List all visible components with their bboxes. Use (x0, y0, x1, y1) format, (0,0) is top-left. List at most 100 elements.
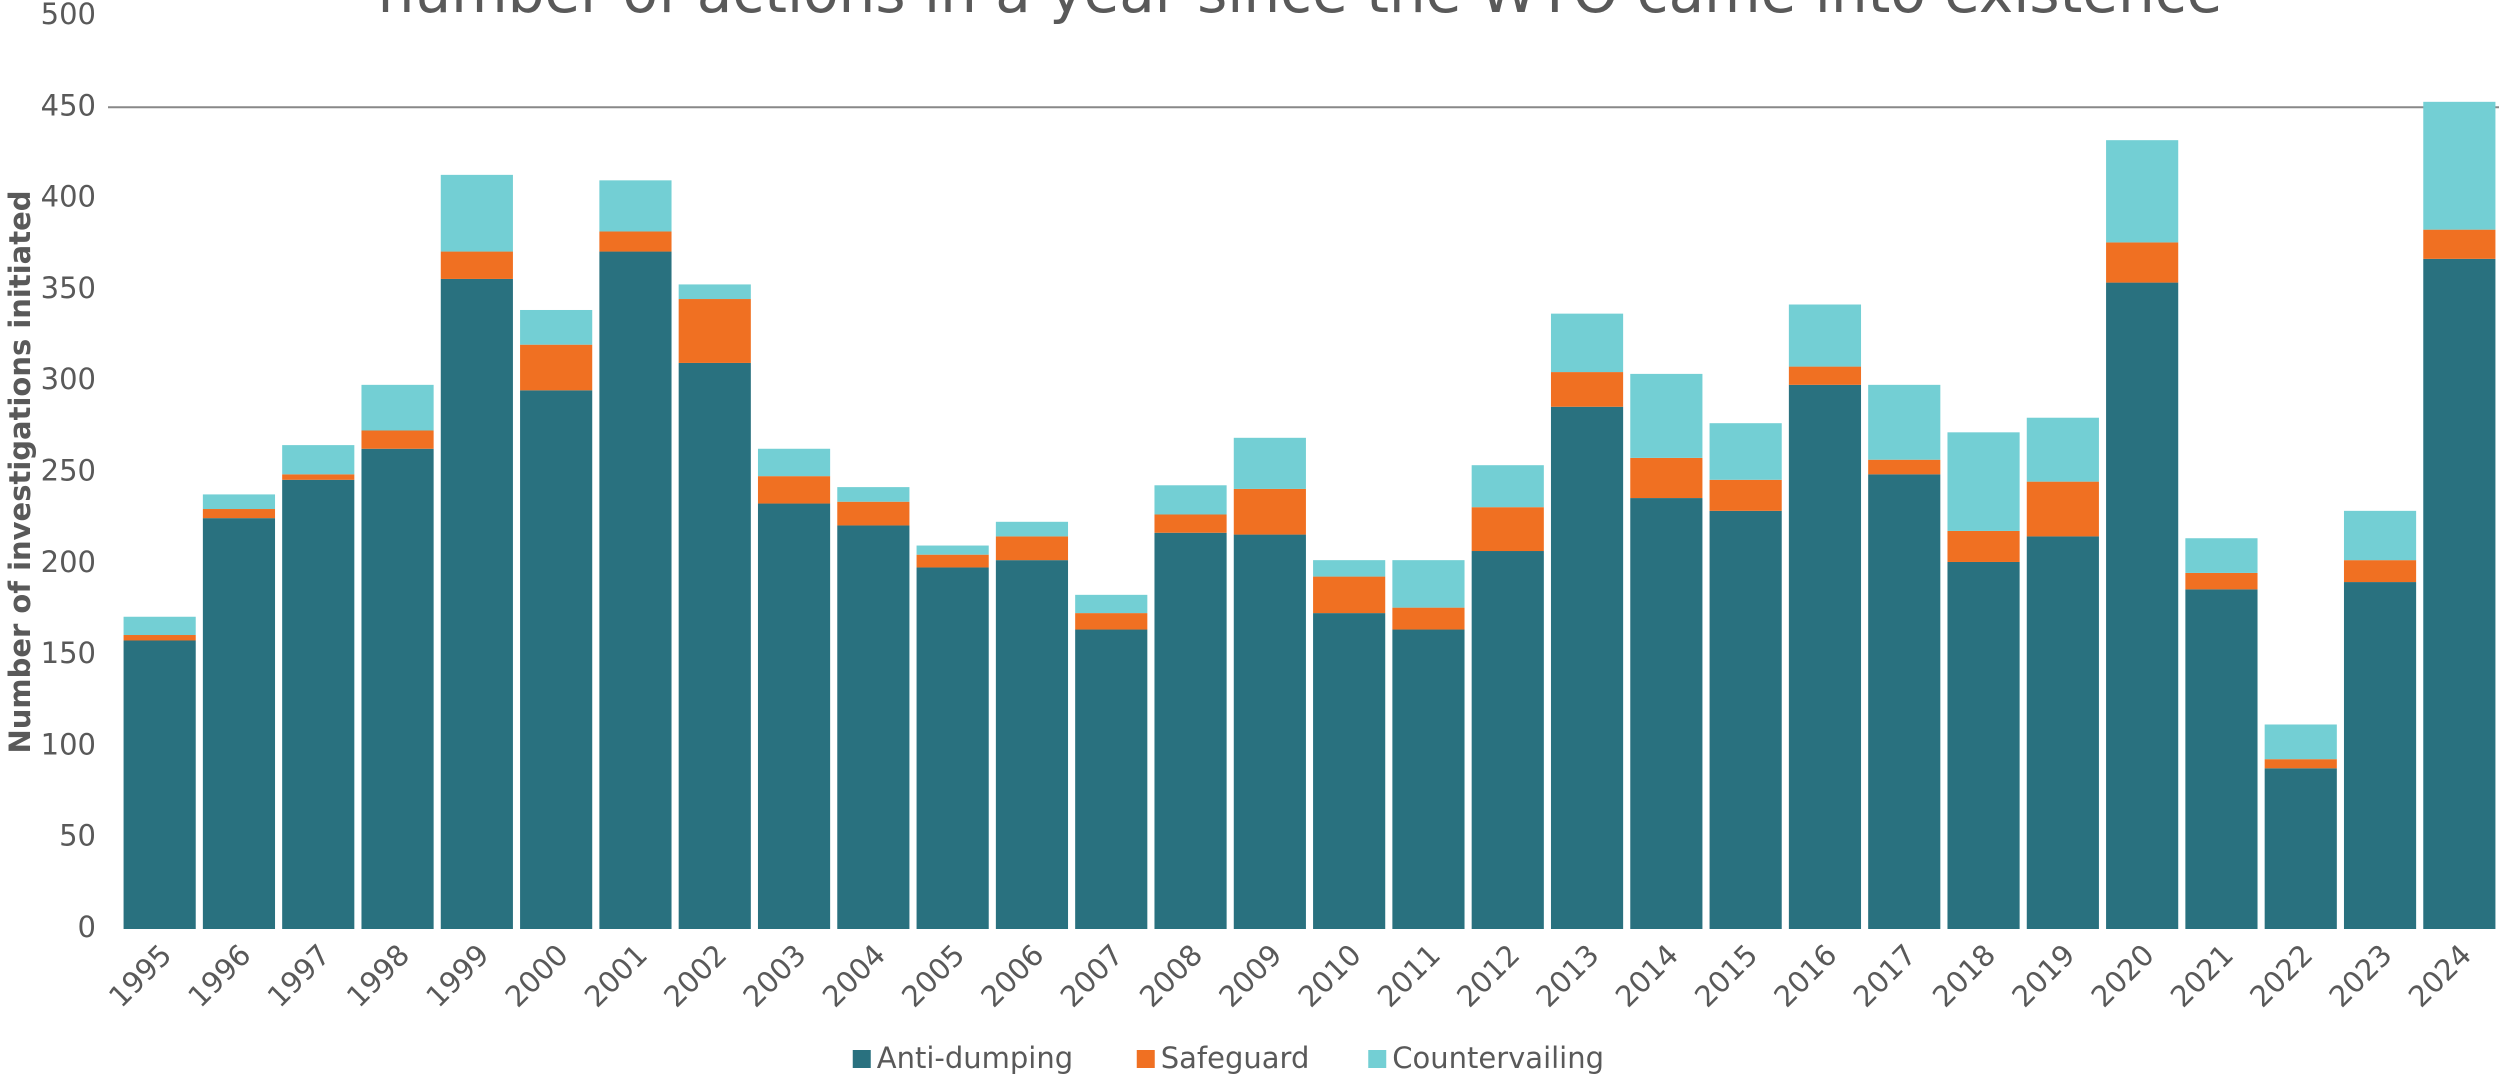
bar-segment (2106, 140, 2179, 243)
x-tick-label: 2011 (1371, 938, 1447, 1014)
y-tick-label: 50 (59, 819, 96, 853)
x-tick-label: 2016 (1767, 938, 1843, 1014)
x-tick: 2020 (2085, 938, 2161, 1014)
bar-segment (2106, 282, 2179, 929)
x-tick-label: 2023 (2322, 938, 2398, 1014)
bar-segment (282, 445, 355, 475)
x-tick: 1999 (419, 938, 495, 1014)
x-tick: 2021 (2164, 938, 2240, 1014)
x-tick: 2018 (1926, 938, 2002, 1014)
bar-segment (1313, 560, 1386, 577)
bar-segment (1392, 560, 1465, 608)
x-tick-label: 1998 (340, 938, 416, 1014)
bar-segment (2423, 101, 2496, 230)
x-tick: 2006 (974, 938, 1050, 1014)
x-tick: 2010 (1292, 938, 1368, 1014)
bar-segment (1313, 613, 1386, 929)
bar-segment (520, 309, 593, 345)
x-tick-label: 2017 (1847, 938, 1923, 1014)
bar-segment (995, 560, 1069, 929)
bar-segment (361, 384, 434, 431)
bar-segment (757, 476, 831, 504)
bar-segment (2343, 582, 2417, 929)
bar-segment (1788, 366, 1862, 385)
y-tick-label: 450 (41, 88, 96, 122)
bar-segment (1709, 479, 1782, 511)
x-tick: 2002 (657, 938, 733, 1014)
legend-label: Countervailing (1392, 1041, 1604, 1075)
bar-segment (757, 503, 831, 929)
x-tick: 2012 (1450, 938, 1526, 1014)
bar-segment (1550, 372, 1624, 407)
bar-segment (2026, 481, 2099, 537)
x-tick: 1997 (261, 938, 337, 1014)
legend-swatch (1136, 1050, 1155, 1068)
bar-segment (2423, 258, 2496, 929)
bar-segment (1868, 459, 1941, 475)
bar-segment (1075, 594, 1148, 614)
bar-segment (440, 251, 513, 279)
y-tick-label: 500 (41, 0, 96, 31)
x-tick-label: 2000 (499, 938, 575, 1014)
bar-segment (361, 448, 434, 929)
x-tick: 2016 (1767, 938, 1843, 1014)
x-tick: 2007 (1054, 938, 1130, 1014)
x-tick: 1995 (102, 938, 178, 1014)
bar-segment (1630, 373, 1703, 458)
bar-segment (916, 554, 989, 568)
bar-segment (1233, 437, 1306, 489)
bar-segment (1788, 384, 1862, 929)
x-tick: 2015 (1688, 938, 1764, 1014)
x-tick-label: 1999 (419, 938, 495, 1014)
bar-segment (1233, 488, 1306, 535)
x-tick: 2013 (1529, 938, 1605, 1014)
x-tick: 2023 (2322, 938, 2398, 1014)
bar-segment (202, 518, 276, 929)
x-tick-label: 2007 (1054, 938, 1130, 1014)
y-tick-label: 150 (41, 636, 96, 670)
bar-segment (2343, 560, 2417, 583)
bar-segment (1471, 507, 1544, 552)
bar-segment (2264, 759, 2337, 769)
bar-segment (678, 362, 751, 929)
bar-segment (1154, 514, 1227, 533)
x-tick-label: 1996 (181, 938, 257, 1014)
bar-segment (1868, 474, 1941, 929)
bar-segment (599, 180, 672, 232)
bar-segment (1947, 530, 2020, 562)
bar-segment (995, 521, 1069, 537)
bar-segment (202, 494, 276, 510)
x-tick: 2001 (578, 938, 654, 1014)
bar-segment (837, 487, 910, 502)
bar-segment (520, 344, 593, 391)
x-tick-label: 2019 (2005, 938, 2081, 1014)
bar-segment (1471, 465, 1544, 508)
bar-segment (123, 640, 196, 929)
bar-segment (282, 479, 355, 929)
bar-segment (440, 174, 513, 252)
bar-segment (2185, 589, 2258, 929)
x-tick: 2005 (895, 938, 971, 1014)
bar-segment (2264, 768, 2337, 929)
legend-swatch (1368, 1050, 1387, 1068)
x-tick: 2004 (816, 938, 892, 1014)
legend-swatch (852, 1050, 871, 1068)
bar-segment (599, 231, 672, 252)
x-tick: 1998 (340, 938, 416, 1014)
bar-segment (995, 536, 1069, 561)
x-tick-label: 2009 (1212, 938, 1288, 1014)
bar-segment (837, 525, 910, 929)
bar-segment (1947, 561, 2020, 929)
y-tick-label: 350 (41, 271, 96, 305)
x-tick: 2024 (2402, 938, 2478, 1014)
bar-segment (2185, 538, 2258, 573)
bar-segment (837, 501, 910, 526)
x-tick-label: 2013 (1529, 938, 1605, 1014)
bar-segment (1075, 629, 1148, 929)
bar-segment (916, 545, 989, 555)
x-tick-label: 2001 (578, 938, 654, 1014)
bar-segment (2026, 417, 2099, 482)
bar-segment (2264, 724, 2337, 760)
x-tick: 2019 (2005, 938, 2081, 1014)
